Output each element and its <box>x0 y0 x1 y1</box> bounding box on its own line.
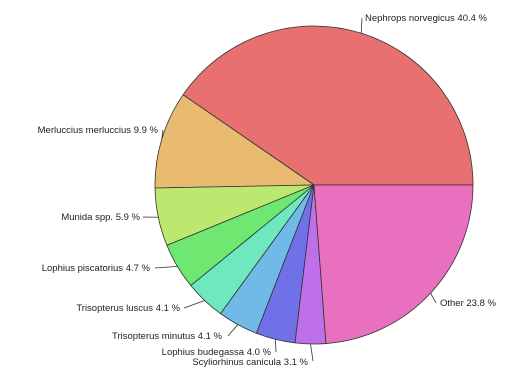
leader-line-trisopterus-luscus <box>183 300 205 309</box>
leader-line-trisopterus-minutus <box>227 324 239 337</box>
leader-line-merluccius-merluccius <box>161 129 164 140</box>
pie-slice-merluccius-merluccius <box>154 94 316 189</box>
leader-line-lophius-budegassa <box>275 339 277 353</box>
pie-slices <box>154 25 474 345</box>
slice-label-trisopterus-minutus: Trisopterus minutus 4.1 % <box>112 331 223 342</box>
pie-labels: Nephrops norvegicus 40.4 % Merluccius mer… <box>38 13 497 368</box>
slice-label-nephrops-norvegicus: Nephrops norvegicus 40.4 % <box>365 13 488 24</box>
leader-line-other <box>430 292 437 304</box>
leader-line-lophius-piscatorius <box>154 265 178 269</box>
pie-leader-lines <box>142 17 437 362</box>
slice-label-scyliorhinus-canicula: Scyliorhinus canicula 3.1 % <box>192 357 308 368</box>
pie-slice-other <box>313 184 474 344</box>
slice-label-trisopterus-luscus: Trisopterus luscus 4.1 % <box>76 303 180 314</box>
slice-label-munida-spp: Munida spp. 5.9 % <box>61 212 140 223</box>
slice-label-other: Other 23.8 % <box>440 298 497 309</box>
slice-label-lophius-budegassa: Lophius budegassa 4.0 % <box>162 347 272 358</box>
leader-line-nephrops-norvegicus <box>360 17 363 34</box>
slice-label-merluccius-merluccius: Merluccius merluccius 9.9 % <box>38 125 159 136</box>
leader-line-scyliorhinus-canicula <box>310 343 314 362</box>
pie-slice-nephrops-norvegicus <box>182 25 474 186</box>
slice-label-lophius-piscatorius: Lophius piscatorius 4.7 % <box>42 263 151 274</box>
